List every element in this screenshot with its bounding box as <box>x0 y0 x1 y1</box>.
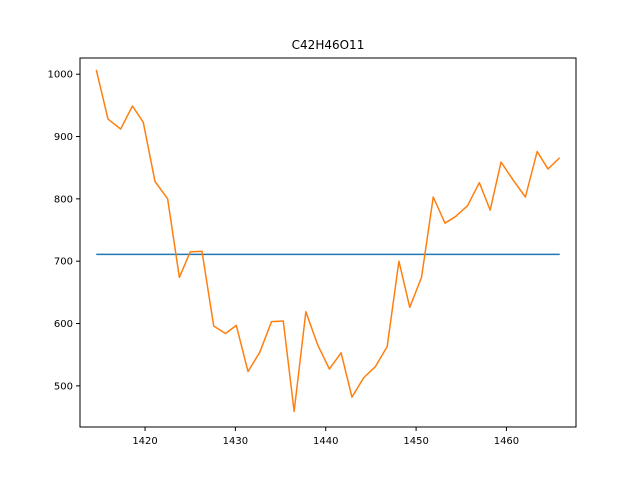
y-tick-label: 900 <box>54 132 73 143</box>
x-tick-label: 1430 <box>223 436 248 447</box>
y-tick-label: 500 <box>54 381 73 392</box>
y-tick-label: 1000 <box>48 70 73 81</box>
x-tick-label: 1440 <box>313 436 338 447</box>
x-tick-label: 1450 <box>403 436 428 447</box>
x-tick-label: 1420 <box>132 436 157 447</box>
y-tick-label: 700 <box>54 257 73 268</box>
axes-frame <box>79 57 577 428</box>
y-tick-label: 600 <box>54 319 73 330</box>
y-tick-label: 800 <box>54 194 73 205</box>
x-axis: 1420 1430 1440 1450 1460 <box>132 427 519 447</box>
plot-area <box>95 69 561 413</box>
chart-title: C42H46O11 <box>292 38 365 52</box>
series-line-1 <box>95 69 561 413</box>
y-axis: 500 600 700 800 900 1000 <box>48 70 80 392</box>
x-tick-label: 1460 <box>494 436 519 447</box>
